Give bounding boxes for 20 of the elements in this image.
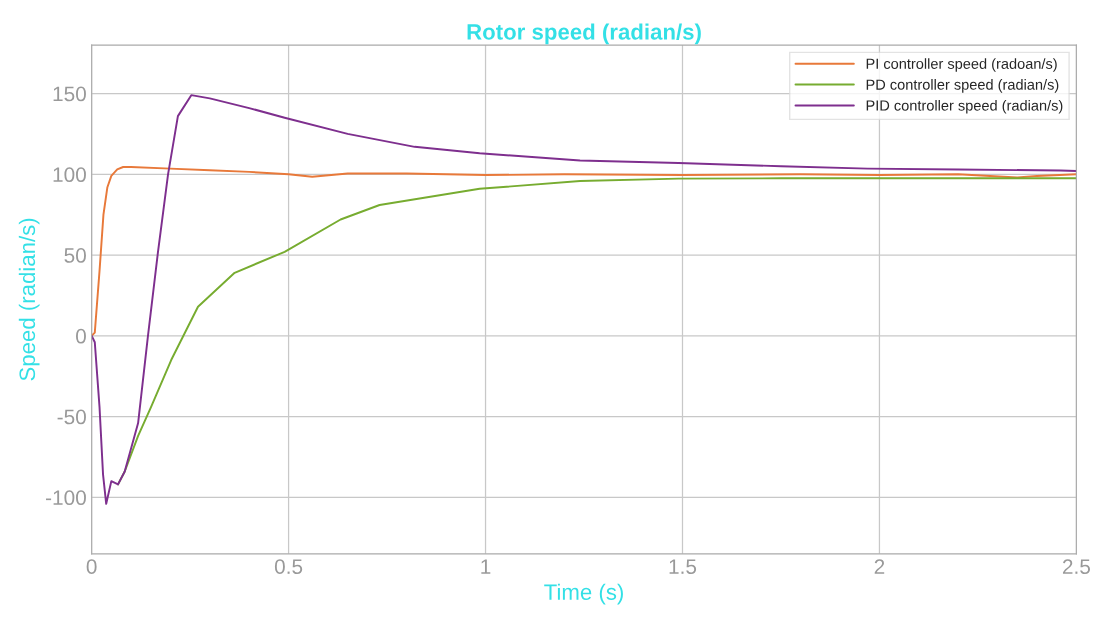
y-tick-label: -100 <box>46 490 86 506</box>
y-axis-title: Speed (radian/s) <box>18 218 40 381</box>
x-tick-label: 1 <box>481 559 491 574</box>
line-series <box>91 94 1077 505</box>
x-tick-label: 2.5 <box>1062 559 1091 574</box>
legend-label: PI controller speed (radoan/s) <box>866 58 1057 72</box>
line-series <box>91 166 1077 337</box>
legend-label: PD controller speed (radian/s) <box>866 79 1059 93</box>
y-tick-label: 100 <box>53 167 86 183</box>
legend-label: PID controller speed (radian/s) <box>866 99 1063 114</box>
y-tick-label: 150 <box>53 86 86 102</box>
y-tick-label: 50 <box>64 248 86 263</box>
x-tick-label: 2 <box>874 559 885 574</box>
x-axis-title: Time (s) <box>544 583 623 605</box>
y-tick-label: -50 <box>57 409 86 425</box>
y-tick-label: 0 <box>76 328 86 344</box>
x-tick-label: 1.5 <box>669 559 697 574</box>
x-tick-label: 0.5 <box>274 559 303 574</box>
chart-title: Rotor speed (radian/s) <box>467 23 701 45</box>
x-tick-label: 0 <box>86 559 97 574</box>
